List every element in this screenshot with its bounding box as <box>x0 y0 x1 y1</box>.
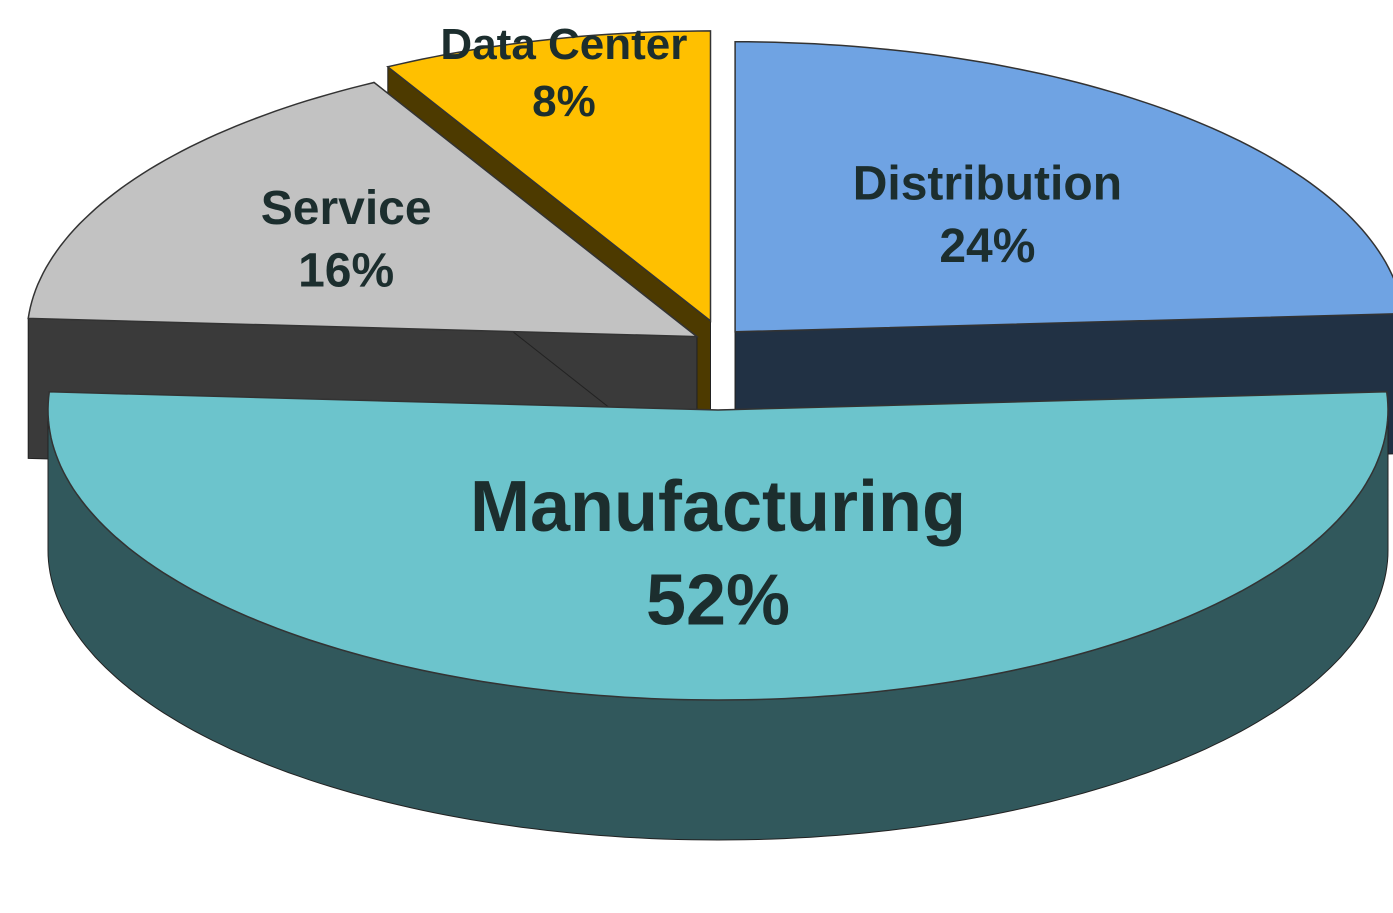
slice-value-label: 52% <box>646 560 790 640</box>
slice-top <box>734 41 1393 333</box>
slice-top <box>27 81 700 338</box>
slice-label: Service <box>261 182 432 235</box>
slice-label: Data Center <box>440 20 687 69</box>
slice-top <box>47 391 1389 701</box>
slice-label: Manufacturing <box>470 467 966 547</box>
slice-value-label: 24% <box>939 220 1035 273</box>
slice <box>47 391 1389 841</box>
slice-label: Distribution <box>853 157 1122 210</box>
slice-value-label: 8% <box>532 77 596 126</box>
slice-top <box>386 30 712 323</box>
slice-value-label: 16% <box>298 245 394 298</box>
